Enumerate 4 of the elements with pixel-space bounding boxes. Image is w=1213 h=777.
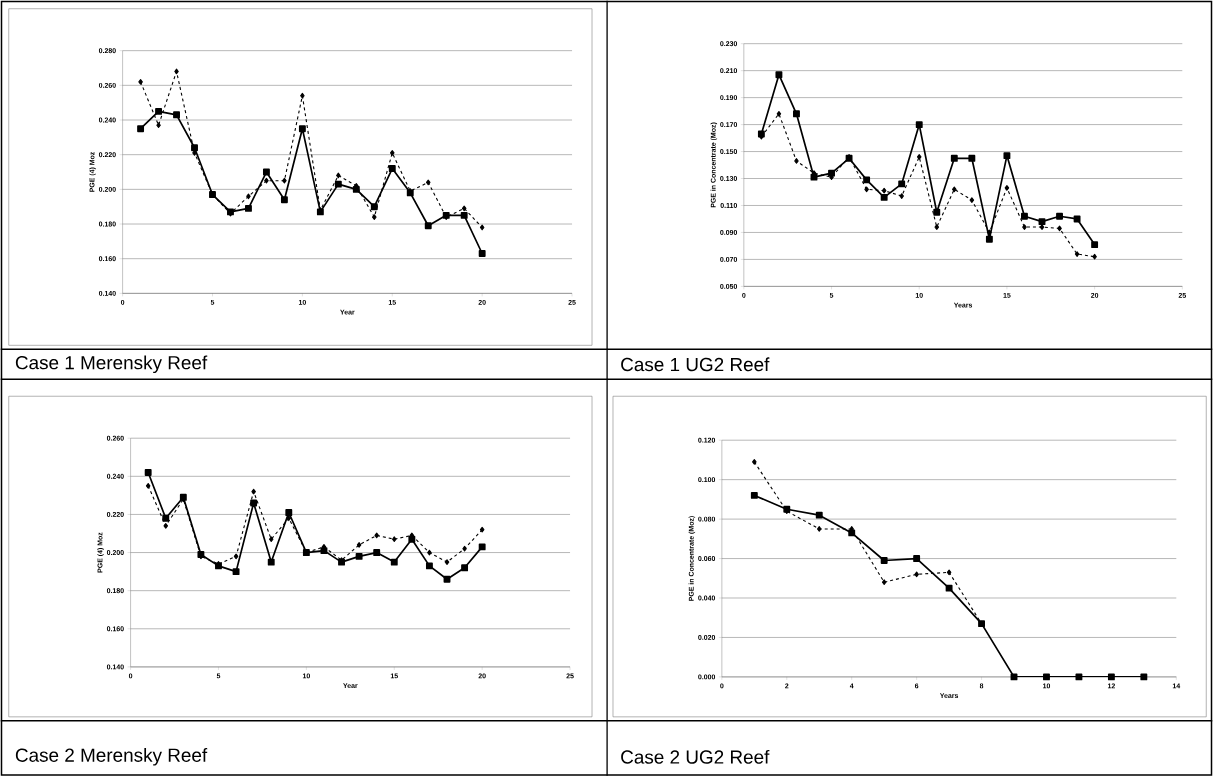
text: Case 1 UG2 Reef: [621, 357, 770, 372]
text: Case 2 UG2 Reef: [621, 750, 770, 764]
text: Case 1 Merensky Reef: [15, 355, 208, 374]
text: Case 2 Merensky Reef: [15, 748, 208, 766]
